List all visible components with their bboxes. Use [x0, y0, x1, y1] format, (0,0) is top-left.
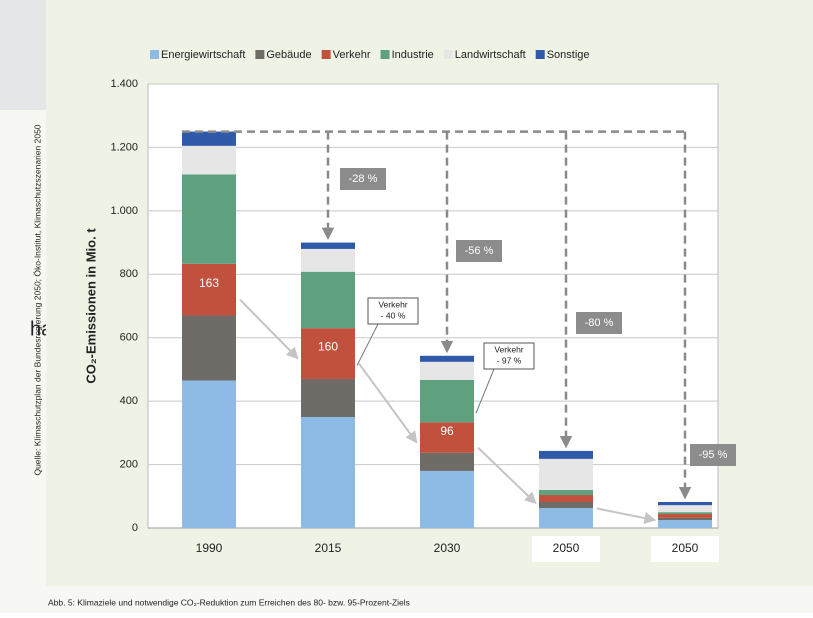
y-tick-label: 200 — [120, 458, 138, 470]
bar-segment — [420, 355, 474, 362]
y-tick-label: 600 — [120, 332, 138, 344]
x-tick-label: 2050 — [553, 541, 580, 555]
y-tick-label: 1.200 — [110, 141, 138, 153]
x-tick-label: 1990 — [196, 541, 223, 555]
bar-segment — [182, 174, 236, 264]
x-tick-label: 2030 — [434, 541, 461, 555]
bar-segment — [658, 517, 712, 521]
y-tick-label: 800 — [120, 268, 138, 280]
bar-segment — [539, 501, 593, 509]
reduction-box — [456, 240, 502, 262]
reduction-label: -56 % — [465, 245, 494, 257]
reduction-box — [576, 312, 622, 334]
legend-label: Verkehr — [333, 49, 371, 61]
bar-segment — [182, 145, 236, 175]
x-label-box — [532, 536, 600, 562]
bar-segment — [658, 512, 712, 515]
callout-text: Verkehr — [494, 344, 523, 354]
bar-segment — [182, 263, 236, 316]
x-tick-label: 2050 — [672, 541, 699, 555]
bar-segment — [658, 520, 712, 528]
source-note: Quelle: Klimaschutzplan der Bundesregier… — [32, 124, 42, 475]
y-tick-label: 1.000 — [110, 205, 138, 217]
bar-segment — [182, 380, 236, 528]
y-axis-label: CO₂-Emissionen in Mio. t — [83, 228, 98, 384]
trend-arrow — [239, 298, 299, 360]
data-label: 160 — [318, 340, 338, 354]
callout-box — [367, 297, 419, 325]
bar-segment — [658, 514, 712, 518]
callout-text: - 40 % — [381, 310, 406, 320]
bar-segment — [539, 458, 593, 490]
legend-swatch — [443, 50, 453, 59]
legend-label: Landwirtschaft — [455, 49, 526, 61]
callout-line — [356, 323, 379, 366]
bar-segment — [420, 422, 474, 453]
legend-swatch — [255, 50, 265, 59]
reduction-label: -80 % — [585, 317, 614, 329]
legend-swatch — [321, 50, 331, 59]
bar-segment — [301, 328, 355, 379]
y-tick-label: 0 — [132, 522, 138, 534]
trend-arrow — [477, 446, 537, 505]
top-left-panel — [0, 0, 46, 110]
bar-segment — [658, 501, 712, 506]
legend-label: Industrie — [392, 49, 434, 61]
callout-box — [483, 342, 535, 370]
bar-segment — [539, 508, 593, 528]
bar-segment — [420, 452, 474, 471]
bar-segment — [301, 417, 355, 528]
y-tick-label: 1.400 — [110, 78, 138, 90]
callout-text: Verkehr — [378, 299, 407, 309]
bar-segment — [301, 248, 355, 272]
legend-swatch — [380, 50, 390, 59]
trend-arrow — [596, 507, 657, 524]
data-label: 163 — [199, 276, 219, 290]
reduction-box — [340, 168, 386, 190]
reduction-label: -95 % — [699, 449, 728, 461]
y-tick-label: 400 — [120, 395, 138, 407]
legend-swatch — [150, 50, 159, 59]
legend-swatch — [535, 50, 545, 59]
bar-segment — [420, 361, 474, 380]
caption: Abb. 5: Klimaziele und notwendige CO₂-Re… — [48, 597, 410, 607]
data-label: 96 — [440, 424, 454, 438]
legend-label: Energiewirtschaft — [161, 49, 245, 61]
reduction-label: -28 % — [349, 173, 378, 185]
bar-segment — [539, 450, 593, 459]
bar-segment — [539, 489, 593, 496]
bar-segment — [539, 495, 593, 502]
x-label-box — [651, 536, 719, 562]
bar-segment — [420, 470, 474, 528]
x-tick-label: 2015 — [315, 541, 342, 555]
bar-segment — [182, 131, 236, 146]
trend-arrow — [358, 362, 418, 444]
legend-label: Gebäude — [266, 49, 311, 61]
bar-segment — [182, 315, 236, 381]
bar-segment — [301, 271, 355, 329]
bar-segment — [301, 378, 355, 417]
bar-segment — [658, 505, 712, 513]
bar-segment — [301, 242, 355, 249]
callout-text: - 97 % — [497, 355, 522, 365]
reduction-box — [690, 444, 736, 466]
bar-segment — [420, 379, 474, 423]
callout-line — [475, 368, 495, 414]
legend-label: Sonstige — [547, 49, 590, 61]
